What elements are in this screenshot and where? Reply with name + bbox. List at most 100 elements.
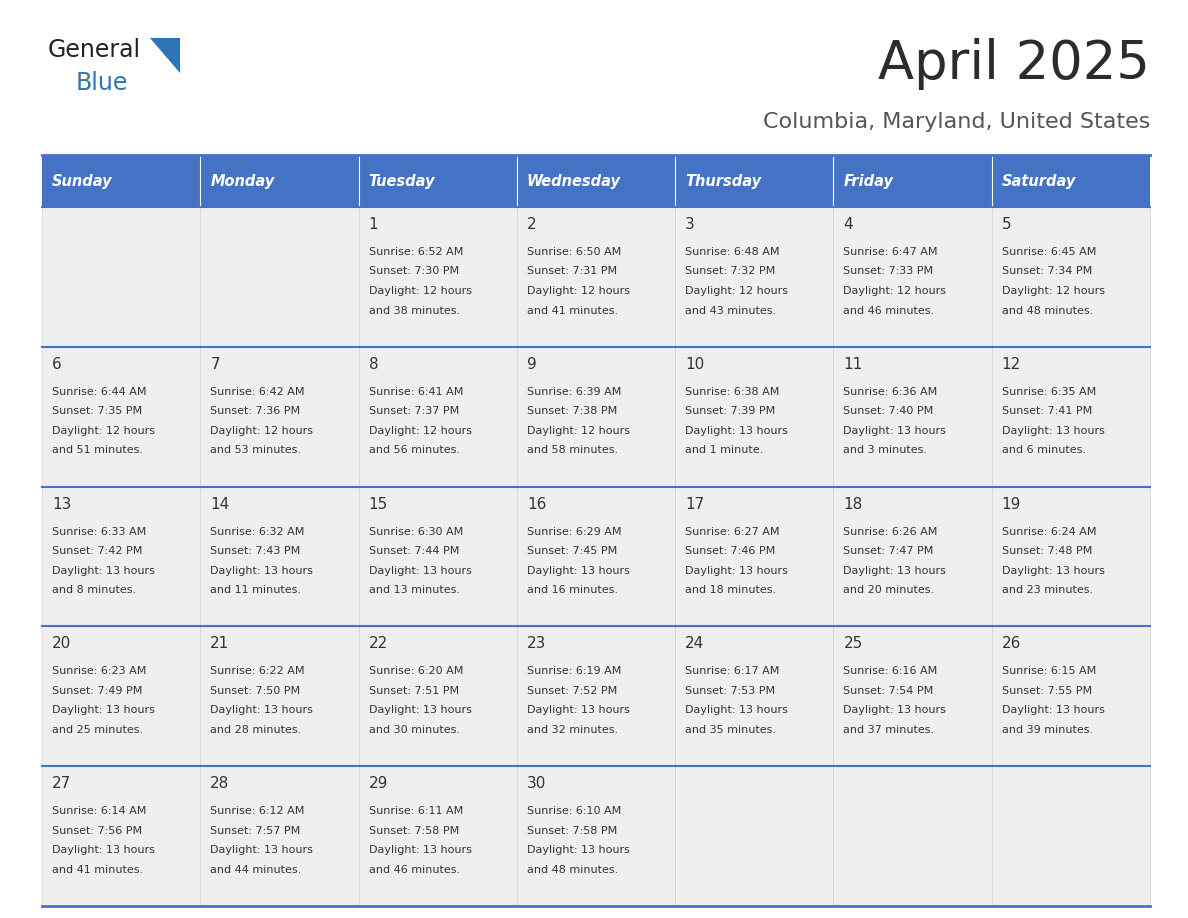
Text: Sunset: 7:39 PM: Sunset: 7:39 PM	[685, 407, 776, 416]
Text: 11: 11	[843, 357, 862, 372]
Text: and 53 minutes.: and 53 minutes.	[210, 445, 302, 455]
Text: and 56 minutes.: and 56 minutes.	[368, 445, 460, 455]
Text: and 46 minutes.: and 46 minutes.	[368, 865, 460, 875]
Bar	[359, 207, 517, 347]
Bar	[834, 767, 992, 906]
Text: Daylight: 12 hours: Daylight: 12 hours	[843, 286, 947, 296]
Bar	[517, 207, 675, 347]
Text: 24: 24	[685, 636, 704, 652]
Text: 22: 22	[368, 636, 387, 652]
Bar	[359, 487, 517, 626]
Text: Daylight: 13 hours: Daylight: 13 hours	[685, 426, 788, 436]
Text: Sunrise: 6:10 AM: Sunrise: 6:10 AM	[526, 806, 621, 816]
Text: Sunrise: 6:42 AM: Sunrise: 6:42 AM	[210, 386, 305, 397]
Text: and 25 minutes.: and 25 minutes.	[52, 725, 143, 735]
Text: Sunset: 7:53 PM: Sunset: 7:53 PM	[685, 686, 776, 696]
Text: Daylight: 13 hours: Daylight: 13 hours	[526, 845, 630, 856]
Text: Daylight: 13 hours: Daylight: 13 hours	[843, 705, 947, 715]
Text: Daylight: 13 hours: Daylight: 13 hours	[368, 565, 472, 576]
Bar	[992, 626, 1150, 767]
Text: Sunset: 7:52 PM: Sunset: 7:52 PM	[526, 686, 617, 696]
Text: 23: 23	[526, 636, 546, 652]
Bar	[834, 626, 992, 767]
Text: 9: 9	[526, 357, 537, 372]
Bar	[42, 155, 201, 207]
Text: Sunrise: 6:14 AM: Sunrise: 6:14 AM	[52, 806, 146, 816]
Text: April 2025: April 2025	[878, 38, 1150, 90]
Text: Sunset: 7:35 PM: Sunset: 7:35 PM	[52, 407, 143, 416]
Text: Sunrise: 6:30 AM: Sunrise: 6:30 AM	[368, 527, 463, 537]
Text: Sunset: 7:46 PM: Sunset: 7:46 PM	[685, 546, 776, 556]
Text: 27: 27	[52, 777, 71, 791]
Text: and 1 minute.: and 1 minute.	[685, 445, 764, 455]
Bar	[675, 347, 834, 487]
Text: Sunset: 7:54 PM: Sunset: 7:54 PM	[843, 686, 934, 696]
Bar	[834, 347, 992, 487]
Text: Daylight: 13 hours: Daylight: 13 hours	[843, 565, 947, 576]
Text: and 11 minutes.: and 11 minutes.	[210, 585, 302, 595]
Bar	[675, 626, 834, 767]
Bar	[992, 767, 1150, 906]
Bar	[834, 155, 992, 207]
Text: Thursday: Thursday	[685, 174, 762, 188]
Text: Blue: Blue	[76, 71, 128, 95]
Text: Daylight: 13 hours: Daylight: 13 hours	[685, 705, 788, 715]
Bar	[201, 487, 359, 626]
Text: 3: 3	[685, 217, 695, 232]
Text: Sunrise: 6:52 AM: Sunrise: 6:52 AM	[368, 247, 463, 257]
Text: Daylight: 13 hours: Daylight: 13 hours	[52, 845, 154, 856]
Text: 10: 10	[685, 357, 704, 372]
Text: Sunrise: 6:23 AM: Sunrise: 6:23 AM	[52, 666, 146, 677]
Text: and 28 minutes.: and 28 minutes.	[210, 725, 302, 735]
Text: Daylight: 13 hours: Daylight: 13 hours	[526, 705, 630, 715]
Text: Sunset: 7:38 PM: Sunset: 7:38 PM	[526, 407, 617, 416]
Text: Daylight: 13 hours: Daylight: 13 hours	[210, 845, 314, 856]
Text: Sunrise: 6:33 AM: Sunrise: 6:33 AM	[52, 527, 146, 537]
Polygon shape	[150, 38, 181, 73]
Text: Daylight: 13 hours: Daylight: 13 hours	[1001, 705, 1105, 715]
Text: Sunset: 7:40 PM: Sunset: 7:40 PM	[843, 407, 934, 416]
Text: Sunrise: 6:24 AM: Sunrise: 6:24 AM	[1001, 527, 1097, 537]
Text: Sunrise: 6:35 AM: Sunrise: 6:35 AM	[1001, 386, 1097, 397]
Text: Saturday: Saturday	[1001, 174, 1076, 188]
Text: Sunset: 7:58 PM: Sunset: 7:58 PM	[368, 825, 459, 835]
Text: Wednesday: Wednesday	[526, 174, 621, 188]
Text: Sunset: 7:55 PM: Sunset: 7:55 PM	[1001, 686, 1092, 696]
Bar	[201, 767, 359, 906]
Bar	[675, 207, 834, 347]
Text: 19: 19	[1001, 497, 1022, 511]
Bar	[517, 767, 675, 906]
Bar	[992, 347, 1150, 487]
Text: Daylight: 13 hours: Daylight: 13 hours	[368, 705, 472, 715]
Text: and 44 minutes.: and 44 minutes.	[210, 865, 302, 875]
Text: and 35 minutes.: and 35 minutes.	[685, 725, 776, 735]
Text: and 16 minutes.: and 16 minutes.	[526, 585, 618, 595]
Text: 1: 1	[368, 217, 378, 232]
Text: Daylight: 12 hours: Daylight: 12 hours	[52, 426, 154, 436]
Text: Sunrise: 6:19 AM: Sunrise: 6:19 AM	[526, 666, 621, 677]
Text: 21: 21	[210, 636, 229, 652]
Text: Sunrise: 6:12 AM: Sunrise: 6:12 AM	[210, 806, 304, 816]
Text: Friday: Friday	[843, 174, 893, 188]
Text: and 3 minutes.: and 3 minutes.	[843, 445, 928, 455]
Text: and 32 minutes.: and 32 minutes.	[526, 725, 618, 735]
Text: Sunrise: 6:48 AM: Sunrise: 6:48 AM	[685, 247, 779, 257]
Text: and 46 minutes.: and 46 minutes.	[843, 306, 935, 316]
Text: Daylight: 13 hours: Daylight: 13 hours	[210, 565, 314, 576]
Bar	[675, 487, 834, 626]
Text: Sunset: 7:33 PM: Sunset: 7:33 PM	[843, 266, 934, 276]
Bar	[517, 347, 675, 487]
Text: Daylight: 13 hours: Daylight: 13 hours	[210, 705, 314, 715]
Text: Sunset: 7:30 PM: Sunset: 7:30 PM	[368, 266, 459, 276]
Text: 6: 6	[52, 357, 62, 372]
Text: Sunrise: 6:38 AM: Sunrise: 6:38 AM	[685, 386, 779, 397]
Text: 7: 7	[210, 357, 220, 372]
Text: Sunrise: 6:22 AM: Sunrise: 6:22 AM	[210, 666, 305, 677]
Text: Daylight: 12 hours: Daylight: 12 hours	[526, 426, 630, 436]
Text: 8: 8	[368, 357, 378, 372]
Text: 5: 5	[1001, 217, 1011, 232]
Text: and 58 minutes.: and 58 minutes.	[526, 445, 618, 455]
Text: 28: 28	[210, 777, 229, 791]
Text: Sunset: 7:49 PM: Sunset: 7:49 PM	[52, 686, 143, 696]
Text: and 37 minutes.: and 37 minutes.	[843, 725, 935, 735]
